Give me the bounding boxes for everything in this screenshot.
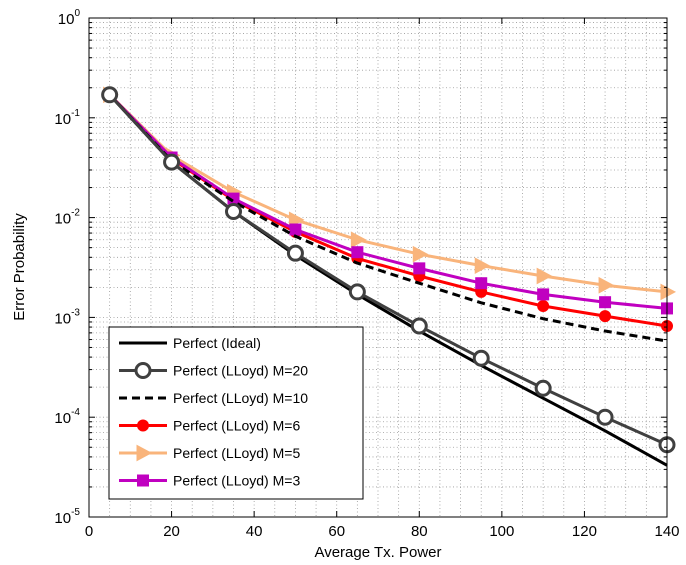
series-point: [350, 231, 367, 249]
series-point: [410, 317, 428, 335]
series-point: [599, 296, 612, 309]
plot-frame: [88, 17, 668, 518]
legend-swatch-marker: [137, 419, 149, 432]
x-tick-label: 120: [572, 523, 597, 540]
x-tick-label: 20: [163, 523, 180, 540]
grid: [89, 18, 667, 517]
series-point: [348, 283, 366, 301]
series-line: [108, 93, 668, 294]
series-point: [413, 262, 426, 275]
series-point: [475, 277, 488, 290]
series-group: [101, 86, 677, 467]
series-point: [472, 349, 490, 367]
legend-swatch-marker: [137, 474, 149, 487]
series-point: [474, 257, 491, 274]
series-point: [412, 245, 429, 263]
legend-box: [108, 326, 364, 500]
x-axis-label: Average Tx. Power: [314, 544, 441, 561]
series-point: [351, 246, 364, 259]
series-line: [108, 93, 668, 310]
series-point: [101, 86, 119, 104]
legend-label: Perfect (LLoyd) M=20: [173, 363, 308, 379]
series-point: [537, 300, 550, 313]
series-line: [108, 93, 668, 447]
series-1: [101, 86, 676, 454]
y-tick-label: 10-4: [54, 407, 80, 427]
x-tick-label: 0: [85, 523, 93, 540]
y-tick-label: 10-5: [54, 507, 80, 527]
series-point: [534, 379, 552, 397]
series-point: [286, 244, 304, 262]
ticks-group: 0 20 40 60 80 100 120 140 10-5 10-4 10-3 10-2 10-1 10…: [54, 8, 679, 540]
y-axis-label: Error Probability: [11, 213, 28, 321]
x-tick-label: 40: [246, 523, 263, 540]
y-tick-label: 10-1: [54, 108, 80, 128]
y-tick-label: 10-2: [54, 208, 80, 228]
x-tick-label: 80: [411, 523, 428, 540]
series-point: [599, 310, 612, 323]
series-point: [289, 223, 302, 236]
y-tick-label: 100: [58, 8, 81, 28]
series-point: [536, 267, 553, 285]
x-tick-label: 100: [489, 523, 514, 540]
series-point: [163, 153, 181, 171]
x-tick-label: 60: [328, 523, 345, 540]
legend: Perfect (Ideal) Perfect (LLoyd) M=20 Perfe…: [108, 326, 364, 500]
y-tick-label: 10-3: [54, 307, 80, 327]
legend-label: Perfect (Ideal): [173, 335, 261, 351]
series-point: [225, 203, 242, 221]
x-tick-label: 140: [654, 523, 679, 540]
legend-label: Perfect (LLoyd) M=10: [173, 390, 308, 406]
series-point: [598, 276, 615, 294]
series-point: [660, 283, 677, 301]
legend-swatch-marker: [136, 444, 153, 462]
legend-label: Perfect (LLoyd) M=5: [173, 445, 300, 461]
legend-swatch-marker: [134, 362, 152, 379]
series-point: [596, 408, 614, 426]
series-point: [537, 288, 550, 301]
legend-label: Perfect (LLoyd) M=3: [173, 473, 300, 489]
legend-label: Perfect (LLoyd) M=6: [173, 418, 300, 434]
